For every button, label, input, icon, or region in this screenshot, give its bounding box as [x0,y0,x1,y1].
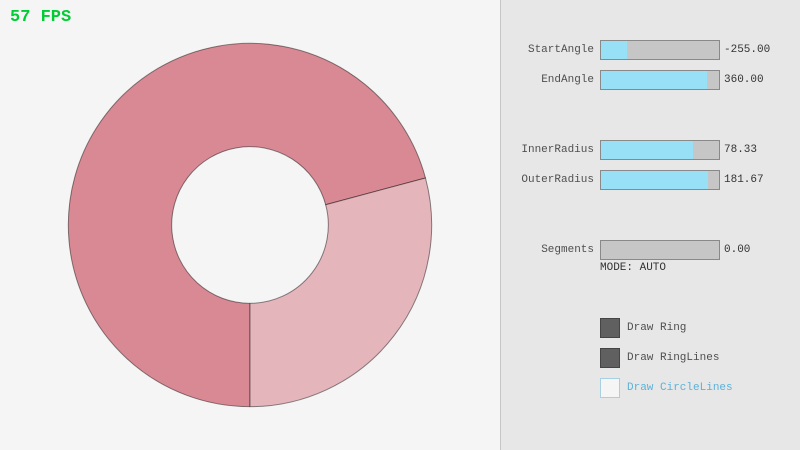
draw-ringlines-checkbox[interactable] [600,348,620,368]
outerradius-slider[interactable] [600,170,720,190]
checkbox-row-draw-circlelines: Draw CircleLines [600,378,733,398]
endangle-slider[interactable] [600,70,720,90]
slider-row-endangle: EndAngle 360.00 [501,70,800,90]
draw-circlelines-checkbox[interactable] [600,378,620,398]
endangle-label: EndAngle [541,74,594,86]
outerradius-value: 181.67 [724,174,764,186]
startangle-value: -255.00 [724,44,771,56]
segments-value: 0.00 [724,244,751,256]
segments-mode-label: MODE: AUTO [600,262,667,274]
slider-row-outerradius: OuterRadius 181.67 [501,170,800,190]
slider-row-startangle: StartAngle -255.00 [501,40,800,60]
segments-slider[interactable] [600,240,720,260]
outerradius-label: OuterRadius [521,174,594,186]
innerradius-slider[interactable] [600,140,720,160]
endangle-slider-fill [601,71,708,89]
fps-counter: 57 FPS [10,8,72,27]
draw-ring-label: Draw Ring [627,322,687,334]
control-panel: StartAngle -255.00 EndAngle 360.00 Inner… [500,0,800,450]
endangle-value: 360.00 [724,74,764,86]
draw-circlelines-label: Draw CircleLines [627,382,733,394]
checkbox-row-draw-ring: Draw Ring [600,318,686,338]
draw-ringlines-label: Draw RingLines [627,352,720,364]
innerradius-slider-fill [601,141,694,159]
ring-overlap-segment [67,42,427,408]
checkbox-row-draw-ringlines: Draw RingLines [600,348,719,368]
outerradius-slider-fill [601,171,709,189]
segments-label: Segments [541,244,594,256]
innerradius-label: InnerRadius [521,144,594,156]
ring-canvas [67,42,433,408]
slider-row-innerradius: InnerRadius 78.33 [501,140,800,160]
slider-row-segments: Segments 0.00 [501,240,800,260]
innerradius-value: 78.33 [724,144,758,156]
startangle-slider-fill [601,41,627,59]
ring-single-segment [249,177,433,408]
draw-ring-checkbox[interactable] [600,318,620,338]
startangle-slider[interactable] [600,40,720,60]
startangle-label: StartAngle [527,44,594,56]
